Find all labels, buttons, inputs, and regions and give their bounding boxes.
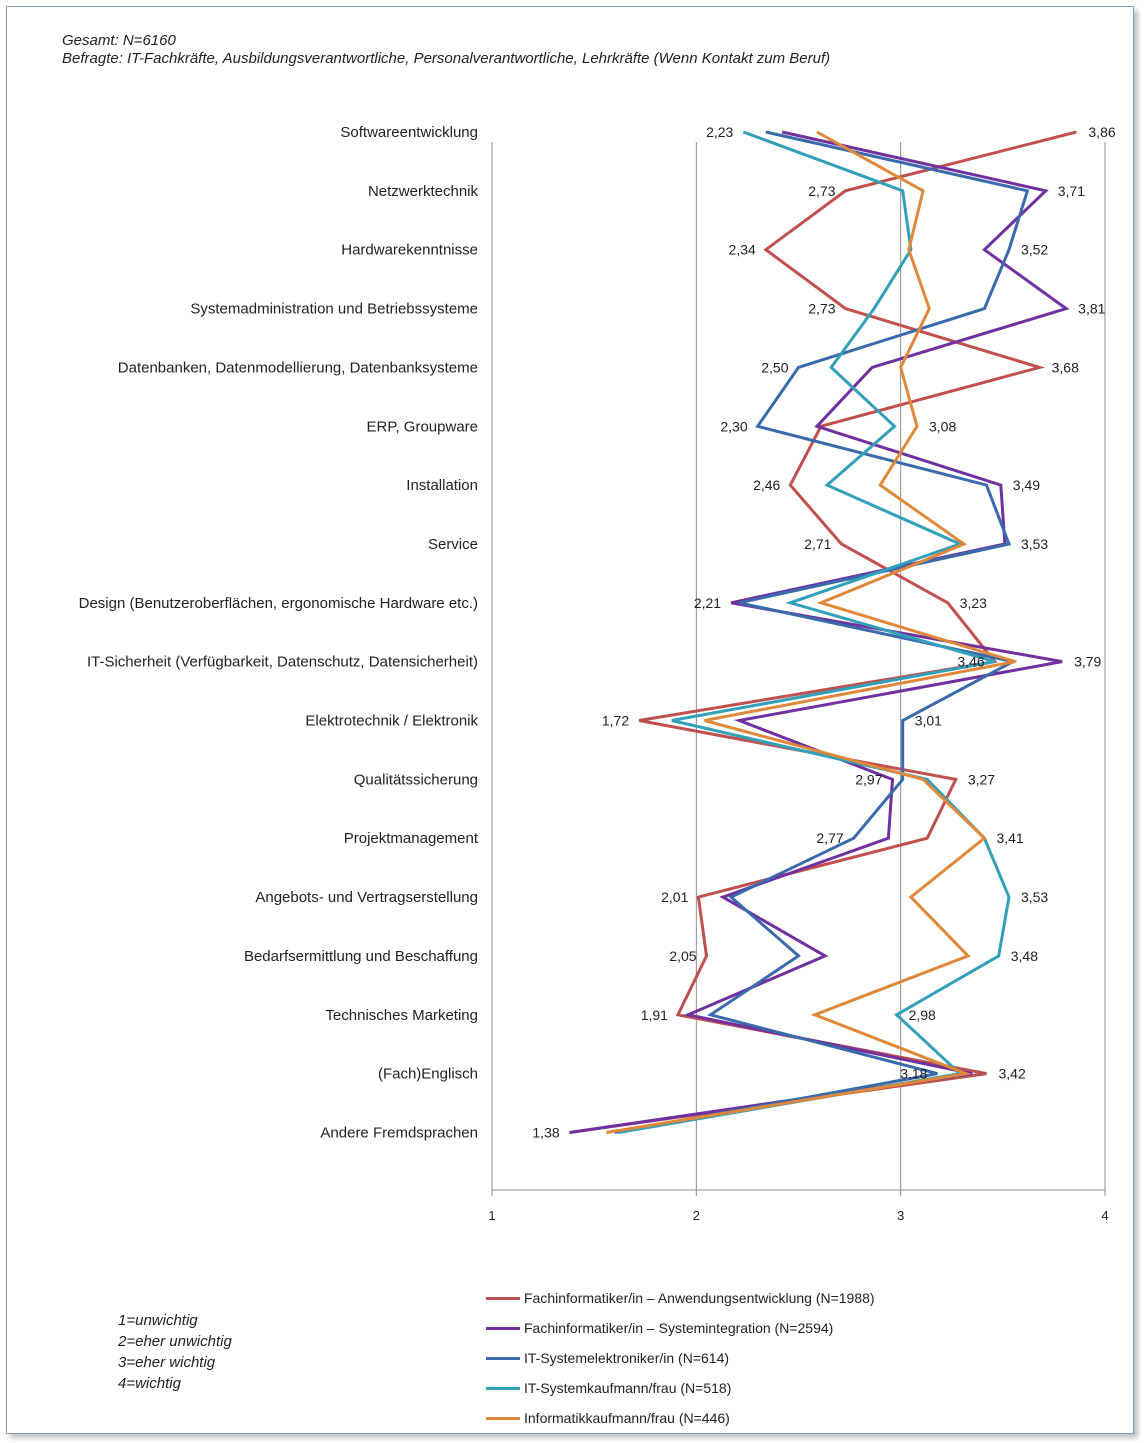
legend-item-2: Fachinformatiker/in – Systemintegration … xyxy=(486,1313,875,1343)
min-data-label: 2,73 xyxy=(808,301,835,317)
data-labels: 2,23 3,86 2,73 3,71 2,34 3,52 2,73 3,81 2,50 3,68… xyxy=(532,124,1115,1140)
max-data-label: 3,49 xyxy=(1013,477,1040,493)
legend: Fachinformatiker/in – Anwendungsentwickl… xyxy=(486,1283,875,1433)
legend-item-3: IT-Systemelektroniker/in (N=614) xyxy=(486,1343,875,1373)
category-label: Elektrotechnik / Elektronik xyxy=(305,713,478,730)
scale-note-1: 1=unwichtig xyxy=(118,1312,198,1329)
max-data-label: 3,41 xyxy=(996,830,1023,846)
scale-legend: 1=unwichtig 2=eher unwichtig 3=eher wich… xyxy=(118,1310,232,1394)
max-data-label: 3,27 xyxy=(968,771,995,787)
category-label: (Fach)Englisch xyxy=(378,1066,478,1083)
category-label: Technisches Marketing xyxy=(325,1007,478,1024)
legend-label: Fachinformatiker/in – Anwendungsentwickl… xyxy=(524,1290,875,1306)
max-data-label: 3,68 xyxy=(1052,359,1079,375)
max-data-label: 3,42 xyxy=(998,1066,1025,1082)
chart-frame xyxy=(6,6,1134,1434)
min-data-label: 1,91 xyxy=(641,1007,668,1023)
category-label: Systemadministration und Betriebssysteme xyxy=(190,301,478,318)
category-label: Datenbanken, Datenmodellierung, Datenban… xyxy=(118,359,478,376)
category-label: Netzwerktechnik xyxy=(368,183,479,200)
category-label: Andere Fremdsprachen xyxy=(320,1124,478,1141)
series-line-5 xyxy=(606,130,1016,1134)
x-tick-label: 4 xyxy=(1101,1208,1108,1223)
max-data-label: 3,08 xyxy=(929,418,956,434)
header-total: Gesamt: N=6160 xyxy=(62,32,176,49)
min-data-label: 2,97 xyxy=(855,771,882,787)
max-data-label: 3,01 xyxy=(915,713,942,729)
category-label: Softwareentwicklung xyxy=(340,124,478,141)
category-label: Angebots- und Vertragserstellung xyxy=(255,889,478,906)
category-label: Hardwarekenntnisse xyxy=(341,242,478,259)
category-label: IT-Sicherheit (Verfügbarkeit, Datenschut… xyxy=(87,654,478,671)
max-data-label: 3,71 xyxy=(1058,183,1085,199)
legend-item-4: IT-Systemkaufmann/frau (N=518) xyxy=(486,1373,875,1403)
series-line-2 xyxy=(569,130,1070,1134)
min-data-label: 3,18 xyxy=(900,1066,927,1082)
axis: 1 2 3 4 Softwareentwicklung Netzwerktechnik Ha… xyxy=(79,124,1109,1223)
min-data-label: 2,30 xyxy=(720,418,747,434)
series-line-3 xyxy=(614,130,1030,1134)
max-data-label: 3,52 xyxy=(1021,242,1048,258)
series-line-1 xyxy=(569,130,1077,1134)
category-label: Service xyxy=(428,536,478,553)
min-data-label: 2,46 xyxy=(753,477,780,493)
legend-swatch xyxy=(486,1296,520,1300)
min-data-label: 2,05 xyxy=(669,948,696,964)
legend-item-5: Informatikkaufmann/frau (N=446) xyxy=(486,1403,875,1433)
series-line-4 xyxy=(618,130,1011,1134)
legend-label: Fachinformatiker/in – Systemintegration … xyxy=(524,1320,834,1336)
legend-swatch xyxy=(486,1416,520,1420)
min-data-label: 2,73 xyxy=(808,183,835,199)
chart-header: Gesamt: N=6160 Befragte: IT-Fachkräfte, … xyxy=(62,32,962,68)
min-data-label: 2,34 xyxy=(729,242,756,258)
category-label: Bedarfsermittlung und Beschaffung xyxy=(244,948,478,965)
max-data-label: 3,23 xyxy=(960,595,987,611)
max-data-label: 3,53 xyxy=(1021,536,1048,552)
max-data-label: 3,48 xyxy=(1011,948,1038,964)
legend-label: IT-Systemelektroniker/in (N=614) xyxy=(524,1350,730,1366)
category-label: Design (Benutzeroberflächen, ergonomisch… xyxy=(79,595,478,612)
header-respondents: Befragte: IT-Fachkräfte, Ausbildungsvera… xyxy=(62,50,831,67)
x-tick-label: 1 xyxy=(488,1208,495,1223)
min-data-label: 2,21 xyxy=(694,595,721,611)
category-label: Projektmanagement xyxy=(344,830,479,847)
scale-note-2: 2=eher unwichtig xyxy=(118,1333,232,1350)
max-data-label: 3,53 xyxy=(1021,889,1048,905)
x-tick-label: 2 xyxy=(693,1208,700,1223)
min-data-label: 1,72 xyxy=(602,713,629,729)
legend-label: Informatikkaufmann/frau (N=446) xyxy=(524,1410,730,1426)
legend-item-1: Fachinformatiker/in – Anwendungsentwickl… xyxy=(486,1283,875,1313)
category-label: Installation xyxy=(406,477,478,494)
legend-label: IT-Systemkaufmann/frau (N=518) xyxy=(524,1380,732,1396)
max-data-label: 3,79 xyxy=(1074,654,1101,670)
legend-swatch xyxy=(486,1356,520,1360)
series-lines xyxy=(569,130,1077,1134)
min-data-label: 1,38 xyxy=(532,1124,559,1140)
max-data-label: 2,98 xyxy=(909,1007,936,1023)
category-label: Qualitätssicherung xyxy=(354,771,478,788)
min-data-label: 2,23 xyxy=(706,124,733,140)
min-data-label: 3,46 xyxy=(957,654,984,670)
scale-note-3: 3=eher wichtig xyxy=(118,1354,216,1371)
max-data-label: 3,86 xyxy=(1088,124,1115,140)
max-data-label: 3,81 xyxy=(1078,301,1105,317)
legend-swatch xyxy=(486,1326,520,1330)
scale-note-4: 4=wichtig xyxy=(118,1375,181,1392)
min-data-label: 2,50 xyxy=(761,359,788,375)
category-label: ERP, Groupware xyxy=(367,418,478,435)
min-data-label: 2,01 xyxy=(661,889,688,905)
min-data-label: 2,71 xyxy=(804,536,831,552)
min-data-label: 2,77 xyxy=(816,830,843,846)
legend-swatch xyxy=(486,1386,520,1390)
x-tick-label: 3 xyxy=(897,1208,904,1223)
